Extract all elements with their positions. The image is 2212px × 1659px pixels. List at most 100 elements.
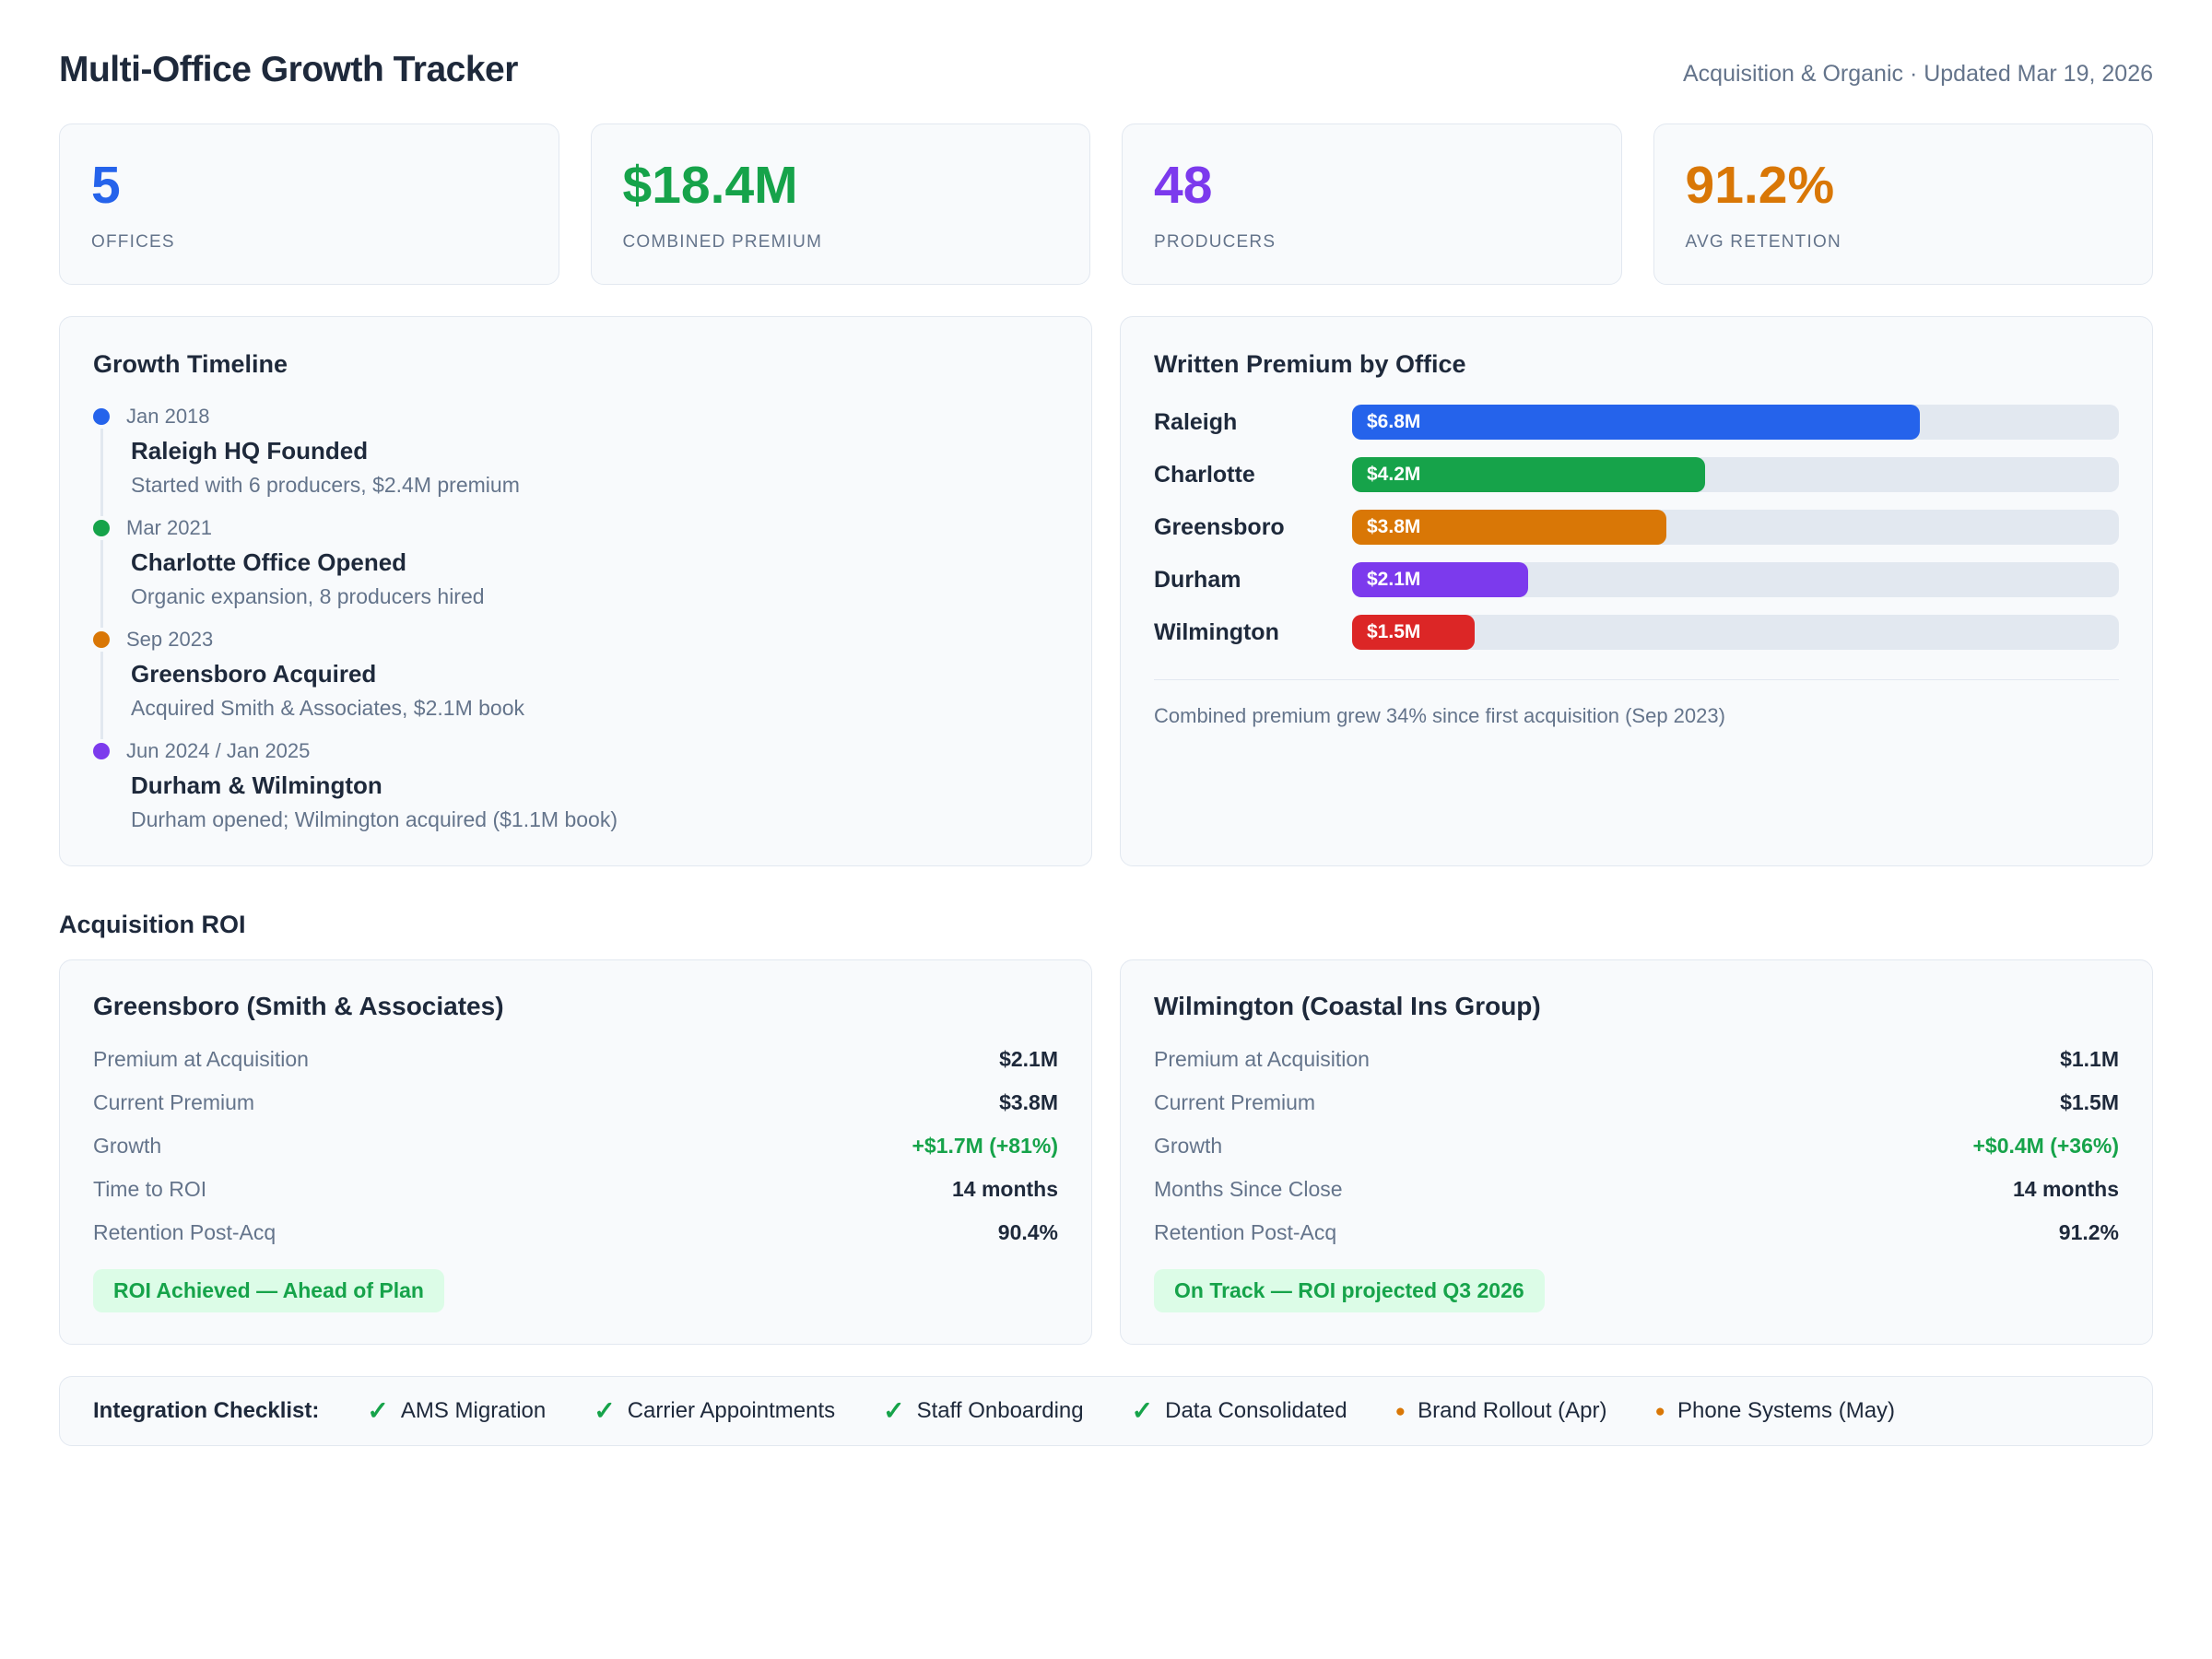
kpi-card-combined-premium: $18.4M COMBINED PREMIUM xyxy=(590,124,1090,285)
checklist-item: ✓ Data Consolidated xyxy=(1132,1398,1347,1424)
chart-row: Greensboro $3.8M xyxy=(1154,510,2119,545)
timeline-item-body: Charlotte Office Opened Organic expansio… xyxy=(100,540,1058,628)
checklist-heading: Integration Checklist: xyxy=(93,1398,320,1423)
bar-fill: $4.2M xyxy=(1352,457,1705,492)
kpi-card-producers: 48 PRODUCERS xyxy=(1122,124,1622,285)
office-label: Durham xyxy=(1154,566,1241,593)
timeline-date: Sep 2023 xyxy=(126,628,214,651)
bar-value-label: $2.1M xyxy=(1367,569,1421,590)
timeline-item: Sep 2023 Greensboro Acquired Acquired Sm… xyxy=(93,628,1058,739)
checklist-item: ✓ Carrier Appointments xyxy=(594,1398,835,1424)
checklist-item: ● Phone Systems (May) xyxy=(1654,1398,1895,1424)
checklist-item-label: Staff Onboarding xyxy=(916,1398,1084,1423)
timeline-date: Jan 2018 xyxy=(126,405,210,428)
bar-track: $4.2M xyxy=(1352,457,2119,492)
timeline-item-head: Sep 2023 xyxy=(93,628,1058,652)
timeline-date: Jun 2024 / Jan 2025 xyxy=(126,739,311,762)
roi-metric-row: Growth +$0.4M (+36%) xyxy=(1154,1124,2119,1168)
bar-fill: $3.8M xyxy=(1352,510,1667,545)
timeline-item-title: Charlotte Office Opened xyxy=(131,548,407,576)
check-icon: ✓ xyxy=(1131,1396,1154,1425)
roi-card-title: Wilmington (Coastal Ins Group) xyxy=(1154,992,1541,1020)
timeline-item-body: Durham & Wilmington Durham opened; Wilmi… xyxy=(100,763,1058,832)
bar-track: $6.8M xyxy=(1352,405,2119,440)
check-icon: ✓ xyxy=(367,1396,389,1425)
roi-metric-row: Current Premium $1.5M xyxy=(1154,1081,2119,1124)
panel-title: Written Premium by Office xyxy=(1154,350,1466,378)
timeline-dot-icon xyxy=(93,743,110,759)
office-label: Greensboro xyxy=(1154,513,1285,540)
check-icon: ✓ xyxy=(883,1396,905,1425)
header: Multi-Office Growth Tracker Acquisition … xyxy=(59,50,2153,90)
kpi-row: 5 OFFICES $18.4M COMBINED PREMIUM 48 PRO… xyxy=(59,124,2153,285)
roi-row-value: $3.8M xyxy=(999,1090,1058,1114)
timeline-item-desc: Durham opened; Wilmington acquired ($1.1… xyxy=(131,807,618,831)
timeline-item: Mar 2021 Charlotte Office Opened Organic… xyxy=(93,516,1058,628)
roi-row-label: Time to ROI xyxy=(93,1177,207,1201)
office-label: Charlotte xyxy=(1154,461,1255,488)
roi-row-label: Premium at Acquisition xyxy=(93,1047,309,1071)
checklist-item-label: AMS Migration xyxy=(400,1398,547,1423)
roi-metric-row: Retention Post-Acq 91.2% xyxy=(1154,1211,2119,1254)
roi-status-badge: ROI Achieved — Ahead of Plan xyxy=(93,1269,444,1312)
roi-metric-row: Growth +$1.7M (+81%) xyxy=(93,1124,1058,1168)
office-label: Raleigh xyxy=(1154,408,1238,435)
roi-metric-row: Retention Post-Acq 90.4% xyxy=(93,1211,1058,1254)
roi-row-label: Growth xyxy=(93,1134,162,1158)
roi-card-wilmington: Wilmington (Coastal Ins Group) Premium a… xyxy=(1120,959,2153,1345)
kpi-card-offices: 5 OFFICES xyxy=(59,124,559,285)
kpi-label: OFFICES xyxy=(91,232,175,252)
kpi-label: AVG RETENTION xyxy=(1685,232,1841,252)
roi-section-heading: Acquisition ROI xyxy=(59,911,246,938)
roi-row: Greensboro (Smith & Associates) Premium … xyxy=(59,959,2153,1345)
roi-card-greensboro: Greensboro (Smith & Associates) Premium … xyxy=(59,959,1092,1345)
chart-row: Wilmington $1.5M xyxy=(1154,615,2119,650)
page-title: Multi-Office Growth Tracker xyxy=(59,50,518,89)
roi-metric-row: Months Since Close 14 months xyxy=(1154,1168,2119,1211)
roi-status-badge: On Track — ROI projected Q3 2026 xyxy=(1154,1269,1545,1312)
bar-fill: $2.1M xyxy=(1352,562,1529,597)
timeline-dot-icon xyxy=(93,631,110,648)
panel-title: Growth Timeline xyxy=(93,350,288,378)
bar-value-label: $3.8M xyxy=(1367,516,1421,537)
chart-divider xyxy=(1154,679,2119,680)
roi-card-title: Greensboro (Smith & Associates) xyxy=(93,992,504,1020)
bar-value-label: $1.5M xyxy=(1367,621,1421,642)
checklist-item-label: Carrier Appointments xyxy=(627,1398,836,1423)
checklist-item: ✓ Staff Onboarding xyxy=(883,1398,1084,1424)
bar-value-label: $6.8M xyxy=(1367,411,1421,432)
roi-row-value: $1.5M xyxy=(2060,1090,2119,1114)
kpi-value: 91.2% xyxy=(1685,156,1835,215)
roi-row-label: Current Premium xyxy=(93,1090,255,1114)
timeline-item-title: Raleigh HQ Founded xyxy=(131,437,369,465)
kpi-card-avg-retention: 91.2% AVG RETENTION xyxy=(1653,124,2153,285)
roi-row-value: $2.1M xyxy=(999,1047,1058,1071)
checklist-item: ● Brand Rollout (Apr) xyxy=(1395,1398,1607,1424)
timeline-dot-icon xyxy=(93,520,110,536)
kpi-value: $18.4M xyxy=(622,156,798,215)
roi-metric-row: Time to ROI 14 months xyxy=(93,1168,1058,1211)
chart-row: Durham $2.1M xyxy=(1154,562,2119,597)
chart-row: Raleigh $6.8M xyxy=(1154,405,2119,440)
timeline-item-head: Jun 2024 / Jan 2025 xyxy=(93,739,1058,763)
header-subtitle: Acquisition & Organic · Updated Mar 19, … xyxy=(1683,61,2153,87)
roi-row-label: Months Since Close xyxy=(1154,1177,1343,1201)
bar-fill: $6.8M xyxy=(1352,405,1920,440)
roi-metric-row: Current Premium $3.8M xyxy=(93,1081,1058,1124)
roi-row-label: Retention Post-Acq xyxy=(93,1220,276,1244)
bar-track: $3.8M xyxy=(1352,510,2119,545)
timeline-item: Jun 2024 / Jan 2025 Durham & Wilmington … xyxy=(93,739,1058,832)
integration-checklist: Integration Checklist: ✓ AMS Migration ✓… xyxy=(59,1376,2153,1446)
bar-track: $2.1M xyxy=(1352,562,2119,597)
middle-row: Growth Timeline Jan 2018 Raleigh HQ Foun… xyxy=(59,316,2153,866)
kpi-value: 5 xyxy=(91,156,121,215)
roi-row-label: Retention Post-Acq xyxy=(1154,1220,1337,1244)
pending-dot-icon: ● xyxy=(1654,1401,1665,1421)
bar-track: $1.5M xyxy=(1352,615,2119,650)
roi-metric-row: Premium at Acquisition $2.1M xyxy=(93,1038,1058,1081)
roi-row-label: Current Premium xyxy=(1154,1090,1316,1114)
office-label: Wilmington xyxy=(1154,618,1279,645)
checklist-item-label: Data Consolidated xyxy=(1165,1398,1347,1423)
timeline-item-title: Greensboro Acquired xyxy=(131,660,377,688)
roi-row-value: 91.2% xyxy=(2058,1220,2119,1244)
